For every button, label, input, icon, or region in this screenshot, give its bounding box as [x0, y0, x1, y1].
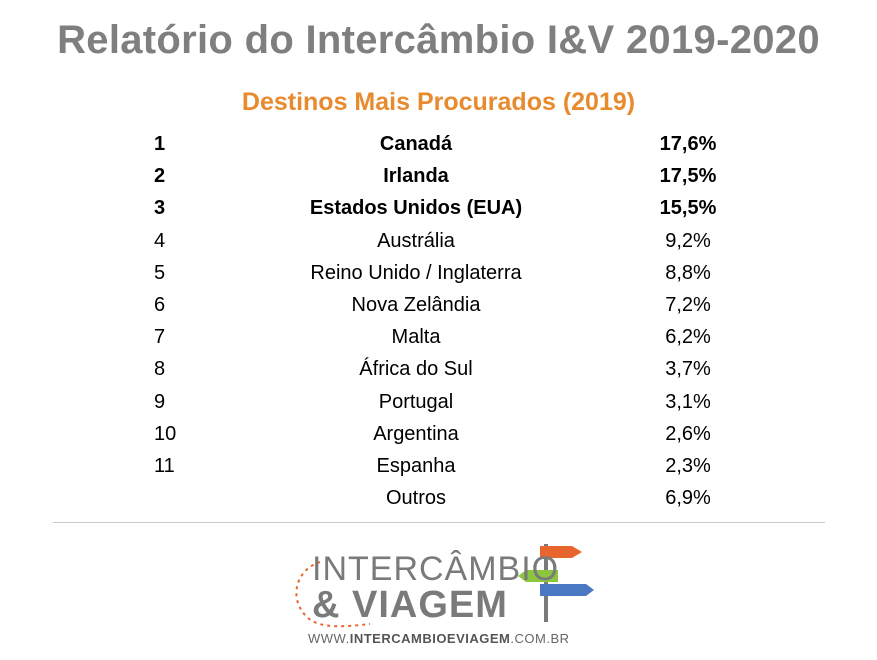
country-cell: Austrália	[377, 229, 455, 252]
rank-cell: 4	[154, 229, 166, 252]
table-row: 1 Canadá 17,6%	[0, 128, 877, 160]
url-prefix: WWW.	[308, 631, 350, 646]
table-row: 5 Reino Unido / Inglaterra 8,8%	[0, 257, 877, 289]
percentage-cell: 2,6%	[665, 422, 711, 445]
table-row: 2 Irlanda 17,5%	[0, 160, 877, 192]
url-suffix: .COM.BR	[510, 631, 570, 646]
percentage-cell: 17,6%	[659, 133, 717, 155]
rank-cell: 9	[154, 390, 166, 413]
section-divider	[53, 522, 825, 523]
percentage-cell: 9,2%	[665, 229, 711, 252]
table-row: 8 África do Sul 3,7%	[0, 353, 877, 385]
percentage-cell: 6,2%	[665, 326, 711, 349]
country-cell: África do Sul	[359, 358, 473, 381]
country-cell: Argentina	[373, 422, 459, 445]
table-row: 10 Argentina 2,6%	[0, 418, 877, 450]
website-url: WWW.INTERCAMBIOEVIAGEM.COM.BR	[308, 631, 570, 646]
percentage-cell: 17,5%	[659, 165, 717, 188]
page-title: Relatório do Intercâmbio I&V 2019-2020	[57, 18, 820, 62]
percentage-cell: 15,5%	[659, 197, 717, 220]
table-row: 9 Portugal 3,1%	[0, 386, 877, 418]
brand-logo: INTERCÂMBIO & VIAGEM WWW.INTERCAMBIOEVIA…	[290, 540, 600, 652]
rank-cell: 10	[154, 422, 177, 445]
orange-sign-icon	[540, 546, 582, 558]
country-cell: Malta	[391, 326, 441, 349]
logo-text-line1: INTERCÂMBIO	[312, 550, 560, 588]
percentage-cell: 3,1%	[665, 390, 711, 413]
country-cell: Outros	[385, 487, 447, 510]
table-row: 3 Estados Unidos (EUA) 15,5%	[0, 192, 877, 224]
rank-cell: 7	[154, 326, 166, 349]
signpost-pole-icon	[544, 544, 548, 622]
percentage-cell: 7,2%	[665, 293, 711, 316]
logo-graphic	[295, 544, 594, 628]
rank-cell: 1	[154, 133, 166, 155]
green-sign-icon	[518, 570, 558, 582]
percentage-cell: 8,8%	[665, 261, 711, 284]
rank-cell: 3	[154, 197, 166, 220]
country-cell: Nova Zelândia	[351, 293, 481, 316]
percentage-cell: 2,3%	[665, 454, 711, 477]
destinations-table: 1 Canadá 17,6% 2 Irlanda 17,5% 3 Estados…	[0, 128, 877, 514]
page-subtitle: Destinos Mais Procurados (2019)	[241, 88, 636, 116]
dotted-path-icon	[295, 561, 371, 628]
country-cell: Espanha	[376, 454, 456, 477]
table-row: 6 Nova Zelândia 7,2%	[0, 289, 877, 321]
country-cell: Portugal	[378, 390, 454, 413]
country-cell: Irlanda	[383, 165, 449, 188]
rank-cell: 11	[154, 454, 175, 477]
table-row: Outros 6,9%	[0, 482, 877, 514]
country-cell: Estados Unidos (EUA)	[309, 197, 523, 220]
url-domain: INTERCAMBIOEVIAGEM	[349, 631, 511, 646]
percentage-cell: 3,7%	[665, 358, 711, 381]
rank-cell: 8	[154, 358, 166, 381]
rank-cell: 2	[154, 165, 166, 188]
table-row: 4 Austrália 9,2%	[0, 225, 877, 257]
percentage-cell: 6,9%	[665, 487, 711, 510]
logo-text-line2: & VIAGEM	[312, 584, 508, 626]
table-row: 11 Espanha 2,3%	[0, 450, 877, 482]
blue-sign-icon	[540, 584, 594, 596]
country-cell: Reino Unido / Inglaterra	[310, 261, 522, 284]
country-cell: Canadá	[379, 133, 453, 155]
rank-cell: 6	[154, 293, 166, 316]
rank-cell: 5	[154, 261, 166, 284]
table-row: 7 Malta 6,2%	[0, 321, 877, 353]
